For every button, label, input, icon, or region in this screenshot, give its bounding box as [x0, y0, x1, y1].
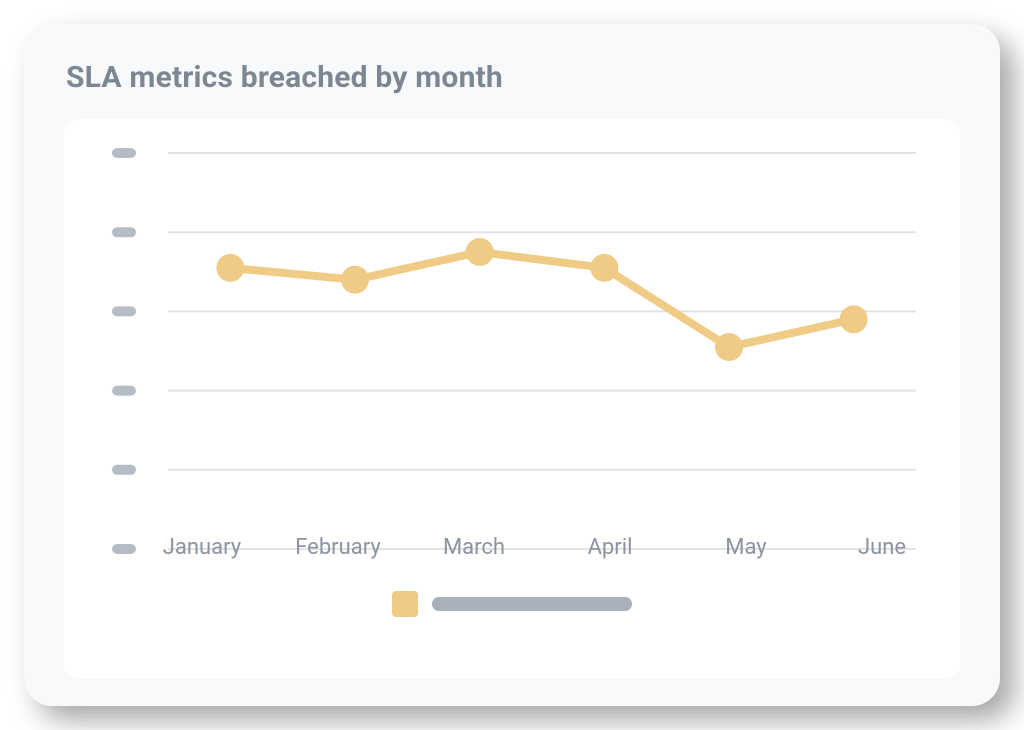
- legend-label-placeholder: [432, 597, 632, 611]
- x-axis-label: February: [270, 535, 406, 560]
- chart-legend: [64, 591, 960, 617]
- x-axis-label: January: [134, 535, 270, 560]
- x-axis-label: June: [814, 535, 950, 560]
- legend-swatch: [392, 591, 418, 617]
- line-chart-svg: [98, 147, 926, 567]
- chart-panel: JanuaryFebruaryMarchAprilMayJune: [64, 119, 960, 679]
- x-axis-labels: JanuaryFebruaryMarchAprilMayJune: [64, 535, 960, 560]
- x-axis-label: May: [678, 535, 814, 560]
- chart-title: SLA metrics breached by month: [66, 60, 960, 95]
- x-axis-label: April: [542, 535, 678, 560]
- x-axis-label: March: [406, 535, 542, 560]
- chart-card: SLA metrics breached by month JanuaryFeb…: [24, 24, 1000, 706]
- plot-area: [98, 147, 926, 567]
